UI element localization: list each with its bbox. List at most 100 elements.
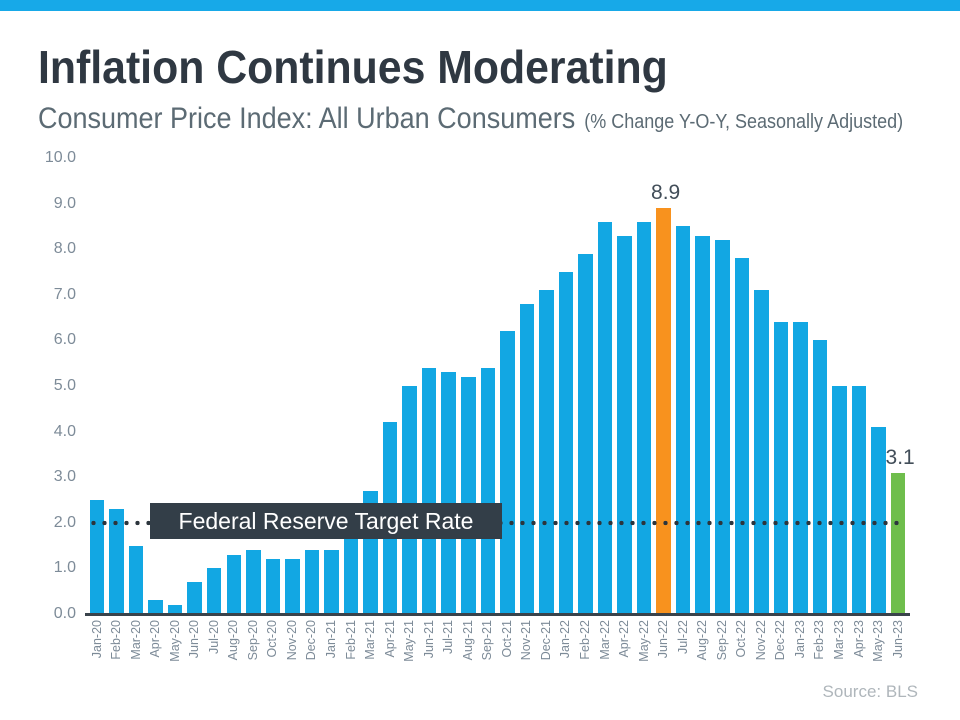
bar-Jan-22 [558, 272, 574, 614]
x-axis-label-Mar-20: Mar-20 [128, 620, 143, 660]
x-axis-label-May-22: May-22 [636, 620, 651, 662]
x-axis-label-Oct-22: Oct-22 [734, 620, 749, 658]
x-axis-label-Jan-21: Jan-21 [323, 620, 338, 659]
y-axis-label: 9.0 [53, 194, 76, 212]
y-axis-label: 7.0 [53, 285, 76, 303]
bar-Feb-22 [578, 253, 593, 614]
bar-Oct-20 [265, 559, 281, 614]
source-credit: Source: BLS [822, 682, 918, 701]
x-axis-label-Aug-20: Aug-20 [226, 620, 241, 661]
bar-Apr-22 [617, 235, 632, 614]
x-axis-label-Mar-22: Mar-22 [597, 620, 612, 660]
x-axis-label-Apr-22: Apr-22 [617, 620, 632, 658]
bar-Apr-23 [851, 386, 867, 614]
x-axis-label-Sep-22: Sep-22 [714, 620, 729, 661]
bar-Aug-21 [461, 376, 476, 614]
bar-Nov-22 [754, 290, 769, 614]
y-axis-label: 1.0 [53, 559, 76, 577]
x-axis-label-Aug-22: Aug-22 [695, 620, 710, 661]
x-axis-label-Jan-20: Jan-20 [89, 620, 104, 659]
bar-Dec-20 [304, 550, 320, 614]
bar-Aug-20 [226, 554, 242, 614]
chart-subtitle: Consumer Price Index: All Urban Consumer… [38, 102, 903, 136]
bar-Jul-20 [206, 568, 222, 614]
bar-Jul-21 [441, 372, 456, 614]
bar-Jun-20 [187, 582, 202, 614]
bar-Aug-22 [695, 235, 710, 614]
x-axis-label-Oct-20: Oct-20 [265, 620, 280, 658]
bar-value-label-Jun-22: 8.9 [651, 181, 681, 205]
bar-Sep-22 [715, 240, 730, 614]
x-axis-label-May-21: May-21 [402, 620, 417, 662]
bar-May-20 [167, 604, 183, 614]
y-axis-label: 3.0 [53, 468, 76, 486]
bar-Nov-21 [519, 303, 535, 614]
y-axis-label: 4.0 [53, 422, 76, 440]
bar-Jul-22 [675, 226, 691, 614]
x-axis-label-Nov-21: Nov-21 [519, 620, 534, 661]
page-title: Inflation Continues Moderating [38, 41, 668, 93]
x-axis-label-Jun-22: Jun-22 [656, 620, 671, 659]
x-axis-label-Dec-20: Dec-20 [304, 620, 319, 661]
bar-Dec-21 [539, 290, 554, 614]
y-axis-label: 8.0 [53, 240, 76, 258]
y-axis-label: 6.0 [53, 331, 76, 349]
bar-Sep-21 [480, 367, 496, 614]
bar-Mar-20 [128, 545, 144, 614]
x-axis-label-Apr-23: Apr-23 [851, 620, 866, 658]
x-axis-label-Jul-20: Jul-20 [206, 620, 221, 655]
x-axis-label-Dec-22: Dec-22 [773, 620, 788, 661]
x-axis-label-Nov-20: Nov-20 [284, 620, 299, 661]
bar-Feb-23 [812, 340, 828, 614]
bar-Apr-20 [148, 600, 163, 614]
x-axis-label-Mar-23: Mar-23 [832, 620, 847, 660]
x-axis-label-Feb-23: Feb-23 [812, 620, 827, 660]
bar-Feb-20 [109, 509, 124, 614]
x-axis-label-Jun-20: Jun-20 [187, 620, 202, 659]
bar-May-22 [636, 221, 652, 614]
y-axis-label: 0.0 [53, 605, 76, 622]
x-axis-label-May-23: May-23 [871, 620, 886, 662]
bar-value-label-Jun-23: 3.1 [885, 445, 915, 469]
subtitle-units-note: (% Change Y-O-Y, Seasonally Adjusted) [584, 111, 904, 133]
bar-May-21 [402, 386, 417, 614]
x-axis-label-Sep-20: Sep-20 [245, 620, 260, 661]
bar-Feb-21 [343, 536, 359, 614]
x-axis-label-Feb-21: Feb-21 [343, 620, 358, 660]
x-axis-label-Apr-20: Apr-20 [148, 620, 163, 658]
x-axis-label-Feb-22: Feb-22 [578, 620, 592, 660]
x-axis-label-Jan-22: Jan-22 [558, 620, 573, 659]
x-axis-label-Jul-22: Jul-22 [675, 620, 690, 655]
x-axis-label-Dec-21: Dec-21 [538, 620, 553, 661]
x-axis-label-Aug-21: Aug-21 [460, 620, 475, 661]
bar-Sep-20 [246, 550, 261, 614]
bar-Jun-23 [890, 472, 906, 614]
x-axis-label-Nov-22: Nov-22 [753, 620, 768, 661]
bar-Oct-22 [734, 258, 750, 614]
x-axis-label-Jan-23: Jan-23 [792, 620, 807, 659]
x-axis-label-Jul-21: Jul-21 [441, 620, 456, 655]
x-axis-label-Jun-23: Jun-23 [890, 620, 905, 659]
x-axis-label-Jun-21: Jun-21 [421, 620, 436, 659]
x-axis-label-Oct-21: Oct-21 [499, 620, 514, 658]
y-axis-label: 5.0 [53, 377, 76, 394]
top-accent-banner [0, 0, 960, 11]
y-axis-label: 10.0 [44, 149, 76, 166]
x-axis-label-Apr-21: Apr-21 [382, 620, 397, 658]
x-axis-label-Feb-20: Feb-20 [109, 620, 124, 660]
bar-Jan-23 [793, 322, 808, 614]
bar-Mar-23 [832, 386, 847, 614]
bar-Mar-22 [597, 221, 613, 614]
subtitle-text: Consumer Price Index: All Urban Consumer… [38, 102, 576, 135]
x-axis-line [85, 613, 910, 616]
bar-Jun-21 [421, 367, 437, 614]
y-axis-label: 2.0 [53, 513, 76, 531]
bar-Nov-20 [285, 559, 300, 614]
bar-Jan-21 [324, 550, 339, 614]
bar-Jan-20 [89, 500, 105, 614]
bar-Oct-21 [500, 331, 515, 614]
x-axis-label-May-20: May-20 [167, 620, 182, 662]
x-axis-label-Sep-21: Sep-21 [480, 620, 495, 661]
bar-Jun-22 [656, 208, 671, 614]
